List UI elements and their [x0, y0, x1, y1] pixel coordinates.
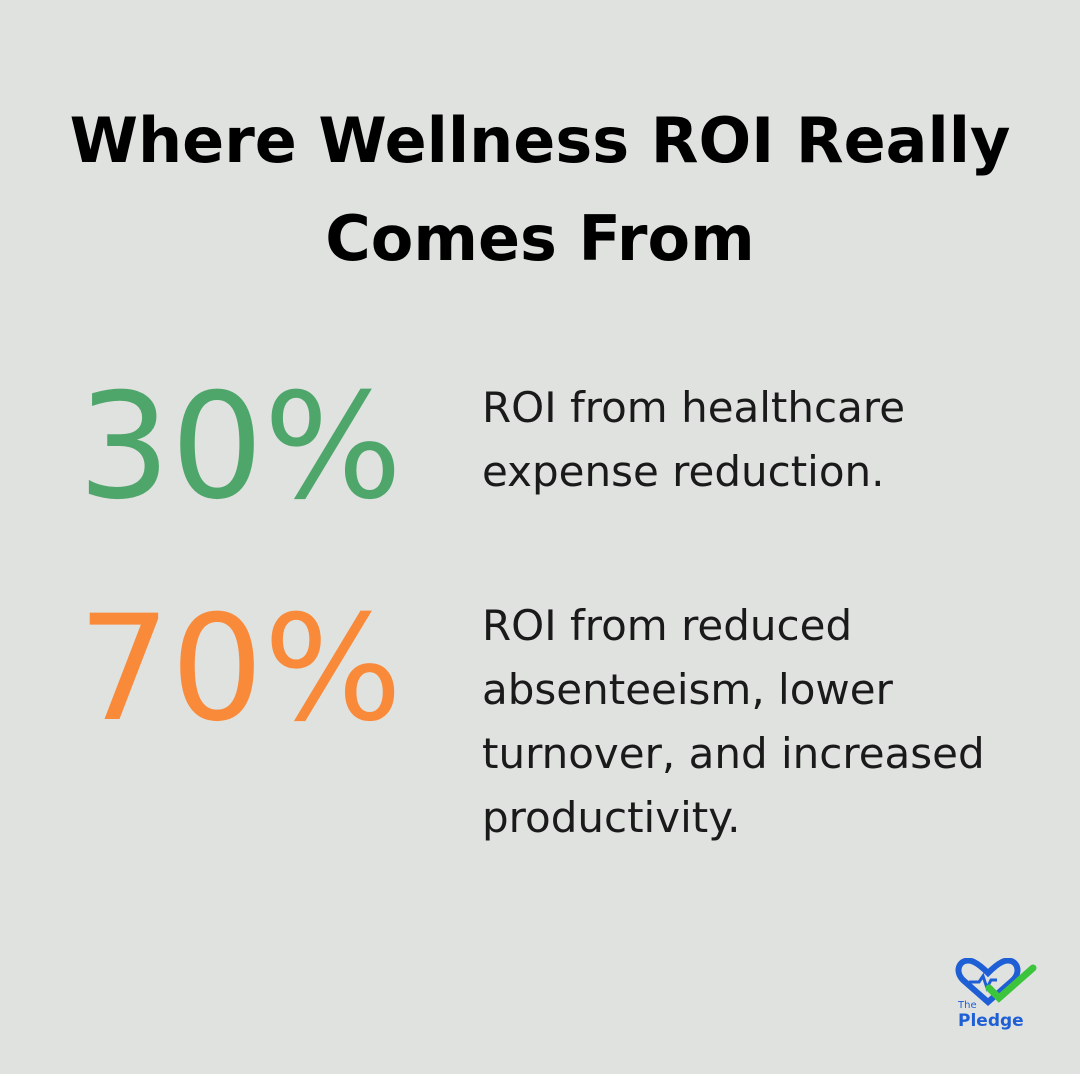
logo-check	[985, 964, 1037, 1003]
stat-value: 30%	[77, 362, 403, 532]
logo-pulse	[969, 972, 997, 992]
stat-value: 70%	[77, 584, 403, 754]
logo-name: Pledge	[958, 1011, 1024, 1031]
stat-description: ROI from healthcare expense reduction.	[482, 383, 906, 496]
title: Where Wellness ROI Really Comes From	[69, 104, 1011, 275]
stat-description: ROI from reduced absenteeism, lower turn…	[482, 601, 985, 842]
logo: The Pledge	[955, 958, 1037, 1031]
logo-heart	[955, 958, 1021, 1006]
logo-small-text: The	[957, 1000, 977, 1011]
